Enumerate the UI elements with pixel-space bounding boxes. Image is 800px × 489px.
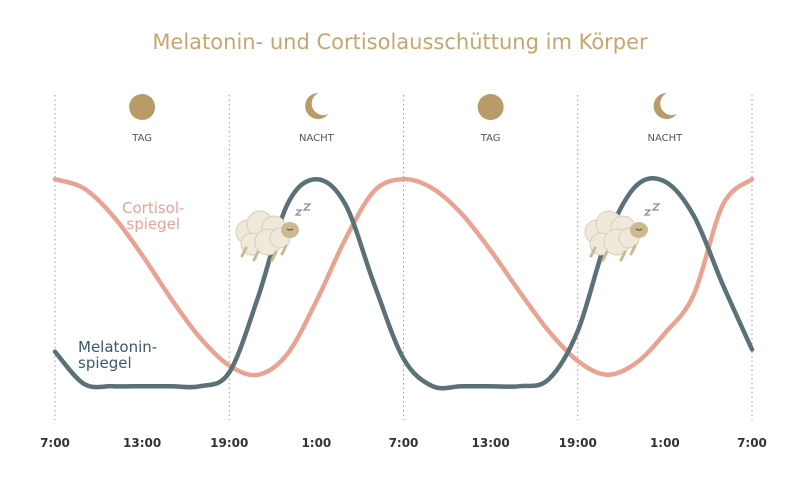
period-label: TAG bbox=[480, 133, 501, 144]
sheep-icon bbox=[584, 203, 661, 262]
series-label: Melatonin- spiegel bbox=[78, 338, 158, 372]
sheep-leg bbox=[280, 244, 288, 256]
sheep-leg bbox=[629, 244, 637, 256]
sleep-z bbox=[294, 203, 312, 216]
x-tick-label: 7:00 bbox=[40, 436, 70, 450]
chart-title: Melatonin- und Cortisolausschüttung im K… bbox=[152, 30, 648, 54]
sheep-leg bbox=[589, 246, 597, 258]
series-label: Cortisol- spiegel bbox=[122, 199, 185, 233]
sun-icon bbox=[477, 94, 504, 120]
x-tick-label: 7:00 bbox=[737, 436, 767, 450]
x-tick-label: 7:00 bbox=[389, 436, 419, 450]
x-tick-label: 19:00 bbox=[210, 436, 248, 450]
x-tick-label: 1:00 bbox=[650, 436, 680, 450]
x-tick-label: 19:00 bbox=[559, 436, 597, 450]
sheep-leg bbox=[240, 246, 248, 258]
sheep-leg bbox=[252, 250, 260, 262]
series-line bbox=[52, 176, 755, 378]
sheep-eye bbox=[635, 228, 643, 231]
x-tick-label: 13:00 bbox=[472, 436, 510, 450]
period-label: NACHT bbox=[647, 133, 683, 144]
sheep-icon bbox=[235, 203, 312, 262]
sleep-z bbox=[643, 203, 661, 216]
sheep-eye bbox=[286, 228, 294, 231]
sheep-leg bbox=[270, 250, 278, 262]
x-tick-label: 1:00 bbox=[301, 436, 331, 450]
moon-icon bbox=[653, 92, 677, 119]
moon-icon bbox=[305, 92, 329, 119]
sheep-leg bbox=[619, 250, 627, 262]
sun-icon bbox=[129, 94, 156, 120]
series-line bbox=[52, 175, 755, 391]
sheep-leg bbox=[601, 250, 609, 262]
x-tick-label: 13:00 bbox=[123, 436, 161, 450]
period-label: TAG bbox=[131, 133, 152, 144]
period-label: NACHT bbox=[299, 133, 335, 144]
